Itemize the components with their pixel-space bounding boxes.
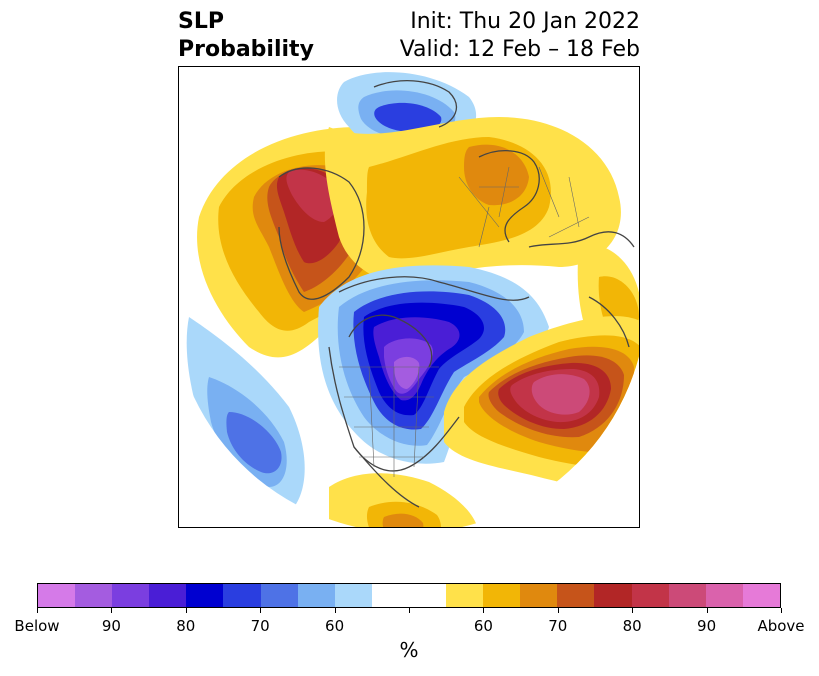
colorbar-tick-mark <box>706 608 708 613</box>
colorbar-tick-label: 90 <box>697 617 717 635</box>
colorbar-tick-label: 80 <box>622 617 642 635</box>
valid-range: Valid: 12 Feb – 18 Feb <box>399 37 640 62</box>
colorbar-tick-label: Below <box>14 617 60 635</box>
colorbar-swatch <box>594 584 632 607</box>
colorbar-tick-label: 70 <box>250 617 270 635</box>
colorbar-swatch <box>186 584 224 607</box>
colorbar-swatch <box>260 584 298 607</box>
probability-fields <box>186 72 639 527</box>
colorbar-swatch <box>297 584 335 607</box>
colorbar-swatch <box>668 584 706 607</box>
colorbar-tick-mark <box>334 608 336 613</box>
colorbar-swatch <box>557 584 595 607</box>
colorbar-tick-mark <box>632 608 634 613</box>
colorbar-tick-mark <box>37 608 38 613</box>
title-left: SLP Probability <box>178 8 314 64</box>
colorbar-swatch <box>520 584 558 607</box>
ridge-arctic-70 <box>464 144 529 206</box>
ridge-west-85 <box>286 169 339 222</box>
trough-north-80 <box>374 102 442 133</box>
ridge-south-70 <box>382 513 424 527</box>
ridge-atlantic-90 <box>531 374 590 415</box>
title-variable: SLP <box>178 9 224 34</box>
colorbar-tick-label: 70 <box>548 617 568 635</box>
colorbar-unit: % <box>399 638 419 662</box>
coastlines <box>278 80 635 508</box>
colorbar-tick-mark <box>781 608 782 613</box>
map-canvas <box>186 72 639 527</box>
title-right: Init: Thu 20 Jan 2022 Valid: 12 Feb – 18… <box>400 8 640 64</box>
colorbar-swatch <box>705 584 743 607</box>
colorbar-swatch <box>371 584 409 607</box>
colorbar-swatch <box>112 584 150 607</box>
trough-central-90 <box>394 356 420 389</box>
colorbar-tick-label: 80 <box>176 617 196 635</box>
colorbar-tick-mark <box>483 608 485 613</box>
probability-map <box>178 66 640 528</box>
colorbar-swatch <box>149 584 187 607</box>
colorbar-tick-mark <box>260 608 262 613</box>
colorbar-swatch <box>223 584 261 607</box>
trough-pacific-80 <box>226 412 282 474</box>
borders <box>339 166 590 477</box>
colorbar-swatch <box>446 584 484 607</box>
colorbar-tick-label: 60 <box>473 617 493 635</box>
init-date: Init: Thu 20 Jan 2022 <box>410 9 640 34</box>
colorbar-swatch <box>408 584 447 607</box>
colorbar-swatch <box>38 584 76 607</box>
colorbar-tick-mark <box>409 608 410 613</box>
title-type: Probability <box>178 37 314 62</box>
colorbar-tick-label: Above <box>757 617 805 635</box>
colorbar-swatch <box>742 584 780 607</box>
colorbar-swatch <box>483 584 521 607</box>
colorbar-tick-mark <box>185 608 187 613</box>
colorbar-swatch <box>334 584 372 607</box>
colorbar-tick-label: 90 <box>101 617 121 635</box>
colorbar-tick-mark <box>557 608 559 613</box>
colorbar-tick-label: 60 <box>325 617 345 635</box>
colorbar-swatch <box>631 584 669 607</box>
colorbar-swatch <box>75 584 113 607</box>
colorbar <box>37 583 781 608</box>
colorbar-tick-mark <box>111 608 113 613</box>
